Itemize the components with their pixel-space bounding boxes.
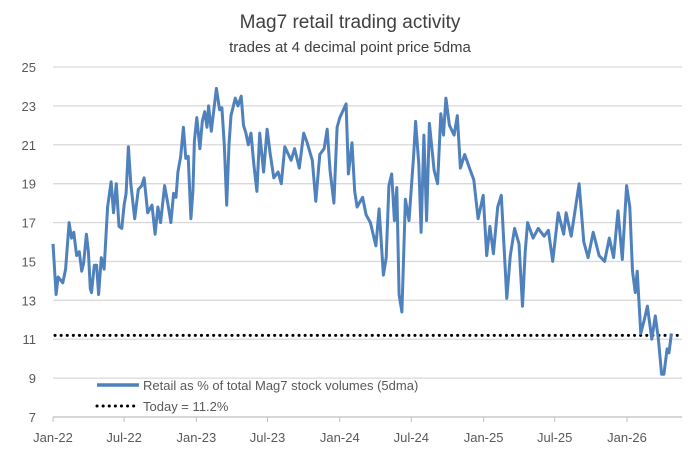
x-tick-label: Jan-24 <box>320 430 360 445</box>
gridlines <box>53 66 682 418</box>
y-axis: 25 23 21 19 17 15 13 11 9 7 <box>22 60 36 425</box>
chart-subtitle: trades at 4 decimal point price 5dma <box>229 39 471 56</box>
y-tick-label: 11 <box>23 332 37 347</box>
chart-title: Mag7 retail trading activity <box>240 12 461 33</box>
x-tick-label: Jul-23 <box>250 430 285 445</box>
y-tick-label: 21 <box>22 138 36 153</box>
y-tick-label: 15 <box>22 254 36 269</box>
x-axis: Jan-22 Jul-22 Jan-23 Jul-23 Jan-24 Jul-24 Jan-… <box>33 417 647 445</box>
legend: Retail as % of total Mag7 stock volumes … <box>95 378 418 414</box>
x-tick-label: Jul-24 <box>394 430 429 445</box>
x-tick-label: Jan-22 <box>33 430 73 445</box>
y-tick-label: 19 <box>22 177 36 192</box>
x-tick-label: Jan-23 <box>177 430 217 445</box>
x-tick-label: Jan-25 <box>464 430 504 445</box>
y-tick-label: 25 <box>22 60 36 75</box>
x-tick-label: Jan-26 <box>607 430 647 445</box>
legend-label-today: Today = 11.2% <box>143 399 229 414</box>
x-tick-label: Jul-25 <box>537 430 572 445</box>
y-tick-label: 17 <box>22 216 36 231</box>
series-line-retail-share <box>51 86 673 376</box>
y-tick-label: 13 <box>22 293 36 308</box>
y-tick-label: 9 <box>29 371 36 386</box>
x-tick-label: Jul-22 <box>106 430 141 445</box>
legend-label-retail: Retail as % of total Mag7 stock volumes … <box>143 378 418 393</box>
y-tick-label: 23 <box>22 99 36 114</box>
y-tick-label: 7 <box>29 410 36 425</box>
